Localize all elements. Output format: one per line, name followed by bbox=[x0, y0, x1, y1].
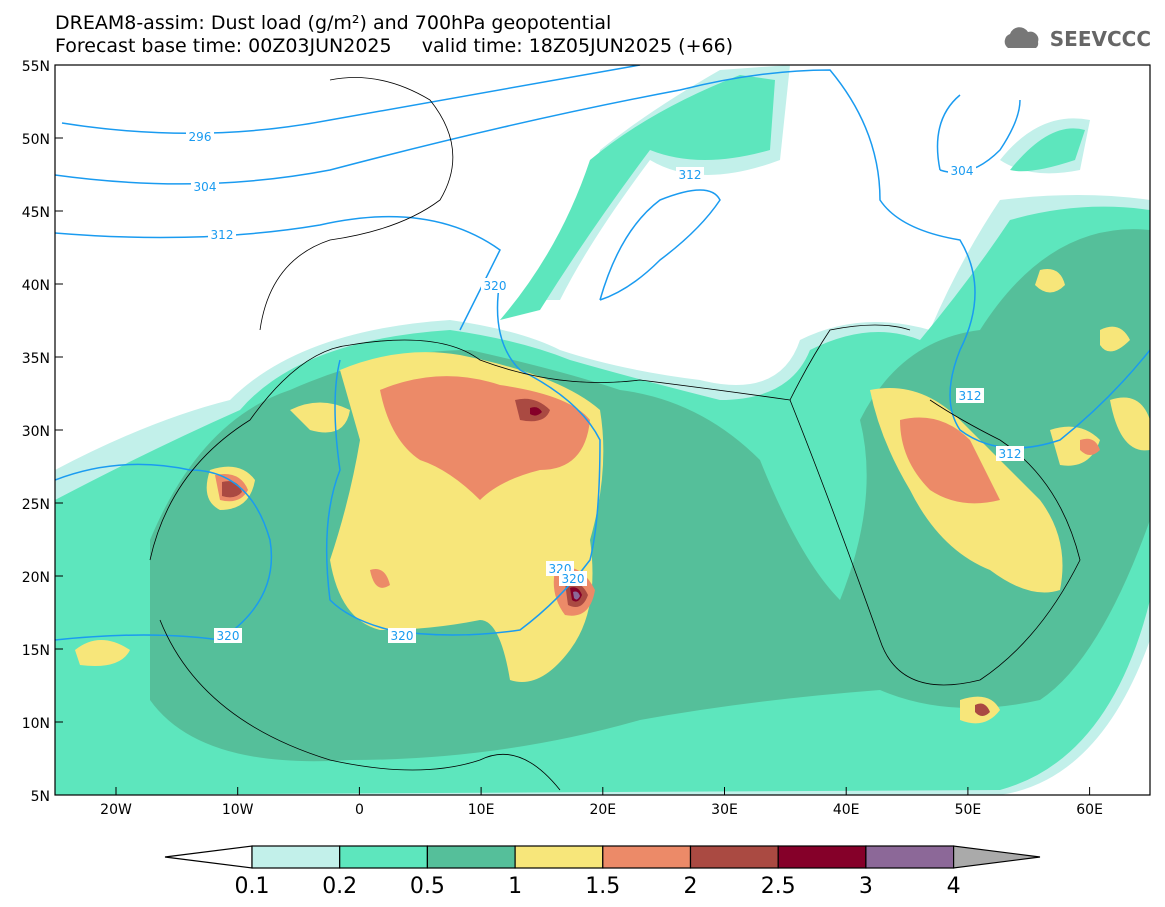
latitude-label: 45N bbox=[22, 205, 50, 221]
colorbar-swatch bbox=[602, 845, 692, 869]
cloud-icon bbox=[1004, 27, 1039, 48]
contour-label: 312 bbox=[959, 389, 982, 403]
contour-label-bg bbox=[388, 628, 416, 643]
longitude-label: 50E bbox=[955, 802, 982, 818]
longitude-label: 30E bbox=[711, 802, 738, 818]
contour-label: 304 bbox=[194, 180, 217, 194]
contour-label: 320 bbox=[562, 572, 585, 586]
dust-field bbox=[55, 65, 1150, 795]
coastlines bbox=[149, 77, 1081, 791]
colorbar-swatch bbox=[865, 845, 955, 869]
latitude-label: 30N bbox=[22, 424, 50, 440]
contour-label: 320 bbox=[217, 629, 240, 643]
dust-level-1.5 bbox=[215, 376, 1100, 616]
latitude-label: 20N bbox=[22, 570, 50, 586]
chart-subtitle: Forecast base time: 00Z03JUN2025 valid t… bbox=[55, 35, 734, 57]
latitude-label: 15N bbox=[22, 643, 50, 659]
longitude-label: 0 bbox=[355, 802, 364, 818]
latitude-label: 40N bbox=[22, 278, 50, 294]
contour-label: 296 bbox=[189, 130, 212, 144]
colorbar-legend: 0.1 0.2 0.5 1 1.5 2 2.5 3 4 bbox=[164, 845, 1041, 899]
colorbar-swatch bbox=[514, 845, 604, 869]
contour-label: 320 bbox=[391, 629, 414, 643]
colorbar-tick-label: 2 bbox=[684, 874, 698, 899]
latitude-label: 5N bbox=[31, 789, 50, 805]
colorbar-tick-label: 2.5 bbox=[761, 874, 796, 899]
contour-label-bg bbox=[956, 388, 984, 403]
seevccc-logo: SEEVCCC bbox=[998, 26, 1151, 52]
chart-title: DREAM8-assim: Dust load (g/m²) and 700hP… bbox=[55, 12, 612, 34]
contour-label-bg bbox=[948, 163, 976, 178]
colorbar-high-arrow bbox=[952, 845, 1041, 869]
longitude-label: 10W bbox=[222, 802, 254, 818]
contour-label-bg bbox=[191, 179, 219, 194]
contour-label: 320 bbox=[484, 279, 507, 293]
colorbar-tick-label: 3 bbox=[859, 874, 873, 899]
latitude-label: 25N bbox=[22, 497, 50, 513]
latitude-label: 50N bbox=[22, 132, 50, 148]
latitude-label: 10N bbox=[22, 716, 50, 732]
colorbar-swatch bbox=[251, 845, 341, 869]
contour-label: 312 bbox=[211, 228, 234, 242]
contour-label-bg bbox=[214, 628, 242, 643]
colorbar-swatch bbox=[339, 845, 429, 869]
longitude-label: 20E bbox=[589, 802, 616, 818]
colorbar-tick-label: 1 bbox=[508, 874, 522, 899]
contour-label: 312 bbox=[679, 168, 702, 182]
logo-text: SEEVCCC bbox=[1049, 27, 1151, 51]
contour-label-bg bbox=[676, 167, 704, 182]
latitude-labels: 55N 50N 45N 40N 35N 30N 25N 20N 15N 10N 5N bbox=[22, 59, 63, 805]
contour-label-bg bbox=[481, 278, 509, 293]
longitude-label: 20W bbox=[100, 802, 132, 818]
colorbar-swatch bbox=[689, 845, 779, 869]
latitude-label: 55N bbox=[22, 59, 50, 75]
contour-label: 312 bbox=[999, 447, 1022, 461]
longitude-label: 40E bbox=[833, 802, 860, 818]
latitude-label: 35N bbox=[22, 351, 50, 367]
contour-label-bg bbox=[996, 446, 1024, 461]
colorbar-swatch bbox=[426, 845, 516, 869]
colorbar-tick-label: 0.1 bbox=[235, 874, 270, 899]
contour-label-bg bbox=[186, 129, 214, 144]
longitude-label: 60E bbox=[1076, 802, 1103, 818]
longitude-label: 10E bbox=[468, 802, 495, 818]
contour-label-bg bbox=[559, 571, 587, 586]
colorbar-tick-label: 0.5 bbox=[410, 874, 445, 899]
colorbar-low-arrow bbox=[164, 845, 253, 869]
colorbar-tick-label: 0.2 bbox=[322, 874, 357, 899]
contour-label: 304 bbox=[951, 164, 974, 178]
longitude-labels: 20W 10W 0 10E 20E 30E 40E 50E 60E bbox=[100, 787, 1103, 818]
geopotential-contours bbox=[55, 65, 1150, 641]
colorbar-tick-label: 4 bbox=[947, 874, 961, 899]
dust-level-1 bbox=[75, 269, 1150, 724]
dust-level-3 bbox=[573, 591, 580, 600]
colorbar-swatch bbox=[777, 845, 867, 869]
contour-label-bg bbox=[208, 227, 236, 242]
colorbar-tick-label: 1.5 bbox=[585, 874, 620, 899]
